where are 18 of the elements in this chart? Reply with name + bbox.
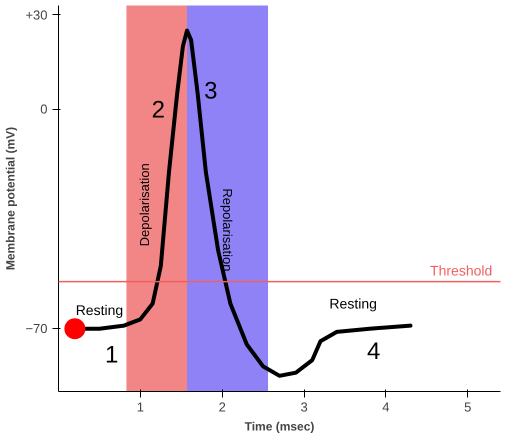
ref-line-label: Threshold — [430, 262, 492, 279]
annotation: Resting — [329, 296, 377, 312]
x-tick-label: 2 — [218, 400, 226, 414]
annotation: Resting — [76, 302, 124, 318]
annotation: 4 — [366, 338, 380, 366]
annotation: 3 — [204, 78, 218, 105]
annotation: 2 — [152, 96, 166, 124]
annotation: 1 — [105, 341, 118, 368]
y-tick-label: 0 — [40, 102, 48, 117]
y-axis-title: Membrane potential (mV) — [3, 126, 18, 270]
x-tick-label: 5 — [464, 400, 472, 414]
x-axis-title: Time (msec) — [244, 420, 314, 434]
y-tick-label: +30 — [25, 7, 48, 22]
x-tick-label: 1 — [136, 400, 144, 414]
x-tick-label: 4 — [382, 400, 390, 414]
y-tick-label: −70 — [25, 321, 48, 336]
band-label: Depolarisation — [137, 163, 152, 246]
x-tick-label: 3 — [300, 400, 308, 414]
